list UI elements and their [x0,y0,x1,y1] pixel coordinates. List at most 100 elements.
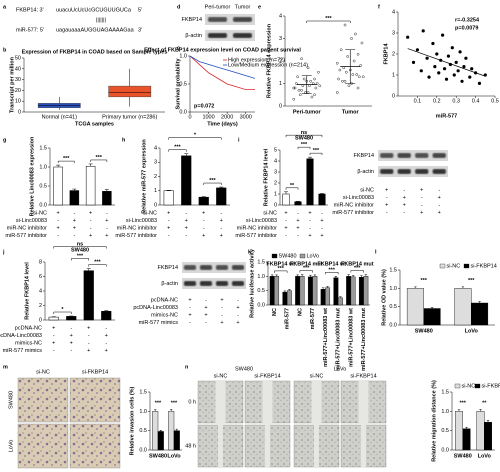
x-tick-label: LoVo [167,453,181,459]
data-point [314,86,318,90]
micrograph [69,423,121,469]
y-tick-label: 1 [274,191,277,197]
condition-name: miR-NC inhibitor [117,225,158,231]
group-label: FKBP14 mut [341,261,374,267]
blot-band [233,33,252,38]
bar [274,276,280,306]
wound-gap [215,381,226,423]
condition-name: miR-NC inhibitor [334,202,375,208]
panel-label: h [122,137,126,143]
blot-row-label: FKBP14 [182,17,202,23]
y-tick-label: 1 [279,81,282,87]
x-tick-label: 0.3 [452,98,460,104]
condition-name: mimics-NC [15,340,42,346]
y-tick-label: 4 [392,9,395,15]
condition-name: si-Linc00083 [246,218,277,224]
data-point [433,65,437,69]
data-point [450,46,454,50]
condition-sign: + [73,218,76,224]
data-point [437,71,441,75]
sequence-label: miR-577: 5' [16,27,44,33]
wound-gap [361,425,366,467]
data-point [343,79,347,83]
y-tick-label: 6 [39,274,42,280]
blot-band [415,169,429,174]
condition-sign: + [320,233,323,239]
y-tick-label: 0 [39,317,42,323]
data-point [431,41,435,46]
blot-band [397,169,411,174]
data-point [421,29,425,33]
condition-sign: + [57,225,60,231]
significance-label: *** [278,266,285,272]
blot-band [432,169,446,174]
condition-sign: + [220,233,223,239]
bar [157,431,164,451]
x-tick-label: Normal (n=41) [42,114,77,120]
condition-sign: + [185,225,188,231]
image-row-label: LoVo [8,440,14,453]
condition-sign: + [57,210,60,216]
data-point [358,75,361,79]
condition-sign: + [73,225,76,231]
sequence-label: FKBP14: 3' [16,7,44,13]
panel-label: i [238,137,240,143]
condition-sign: + [52,340,55,346]
condition-sign: - [386,195,388,201]
bar [295,276,301,306]
bar [312,276,318,306]
survival-line [189,55,255,90]
image-column-label: si-NC [36,369,50,375]
condition-sign: + [308,210,311,216]
condition-sign: - [285,233,287,239]
bar [299,276,305,306]
x-tick-label: SW480 [415,328,433,334]
panel-label: n [185,364,189,370]
significance-label: ** [482,400,487,406]
y-tick-label: 1.5 [441,389,449,395]
condition-sign: - [309,225,311,231]
significance-label: *** [96,155,103,161]
y-tick-label: 1.0 [39,164,47,170]
panel-label: e [258,4,261,10]
x-tick-label: 3000 [240,114,252,120]
significance-label: *** [468,278,475,284]
condition-sign: - [297,210,299,216]
data-point [359,64,362,67]
data-point [297,88,301,92]
group-label: FKBP14 wt [266,261,295,267]
y-tick-label: 0.5 [441,428,449,434]
condition-sign: + [420,187,423,193]
y-axis-label: Relative OD value (%) [381,269,387,326]
x-axis-label: miR-577 [436,113,457,119]
x-tick-label: miR-577+Linc00083 mut [336,308,342,371]
condition-sign: - [189,320,191,326]
chart-title: SW480 [295,135,313,141]
blot-row-label: β-actin [357,169,374,175]
condition-sign: + [202,233,205,239]
condition-name: si-NC [360,187,374,193]
blot-band [215,281,229,286]
data-point [293,86,297,90]
condition-name: miR-NC inhibitor [7,225,48,231]
bar [307,276,313,306]
y-axis-label: Relative FKBP14 level [24,262,30,320]
condition-sign: - [438,187,440,193]
image-column-label: si-FKBP14 [82,369,108,375]
panel-label: m [3,364,8,370]
significance-label: *** [171,400,178,406]
condition-sign: + [296,225,299,231]
significance-label: *** [301,142,308,148]
condition-sign: + [284,210,287,216]
bar [471,302,489,326]
blot-strip [182,262,246,273]
data-point [458,50,462,54]
y-tick-label: 2 [39,303,42,309]
data-point [335,91,339,94]
y-axis-label: Relative miR-577 expression [141,139,147,214]
data-point [464,56,468,60]
condition-sign: - [321,210,323,216]
legend-swatch [474,383,481,389]
condition-sign: + [87,325,90,331]
